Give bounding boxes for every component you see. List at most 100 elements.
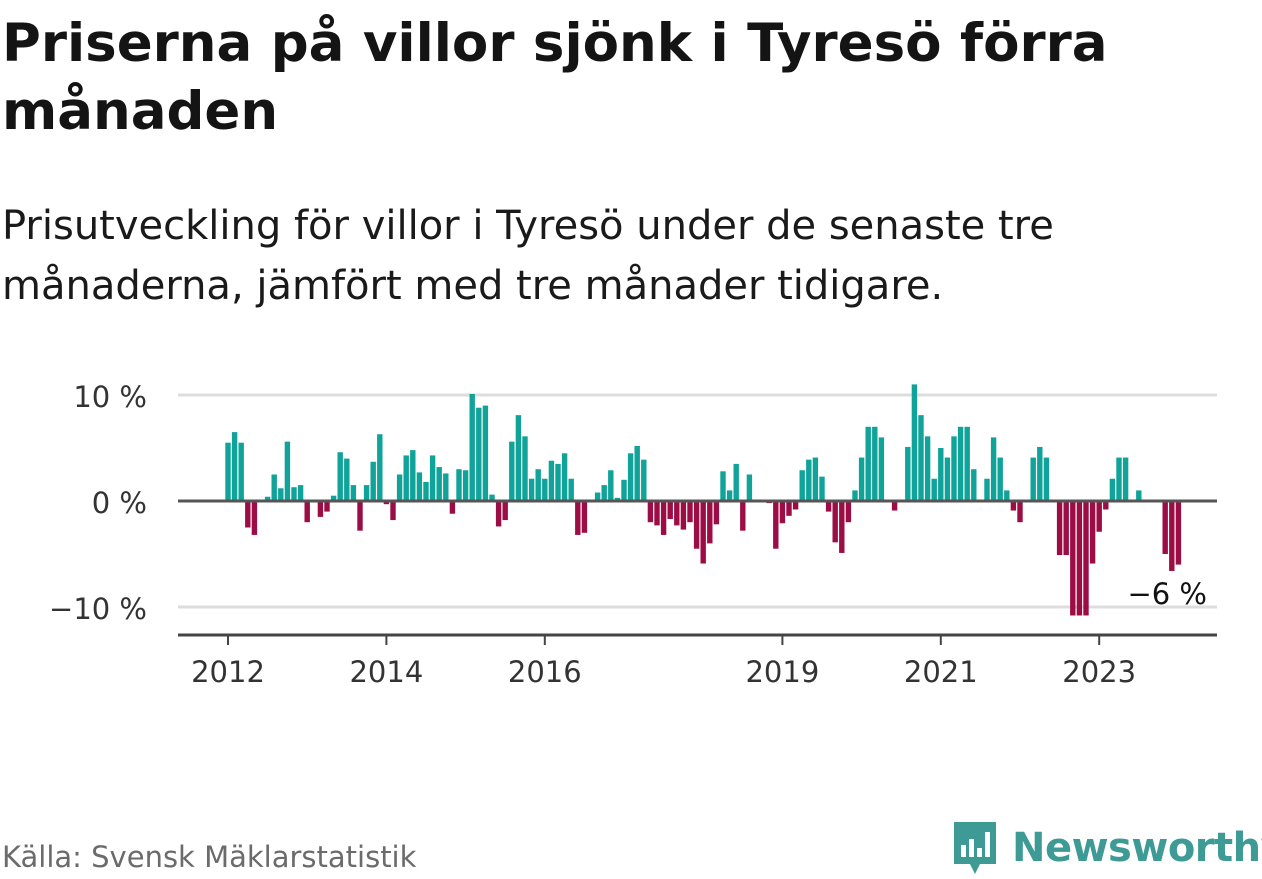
bar: [720, 471, 726, 501]
bar: [891, 501, 898, 511]
bar: [245, 501, 251, 528]
x-tick-label: 2023: [1062, 655, 1136, 689]
bar: [1109, 478, 1116, 501]
bar: [997, 457, 1003, 501]
bar: [284, 441, 291, 501]
bar: [396, 474, 403, 501]
bar: [1175, 501, 1182, 565]
axes: [178, 499, 1217, 645]
bar: [858, 457, 865, 501]
bar: [852, 490, 858, 501]
bar: [1004, 490, 1010, 501]
bar: [469, 393, 475, 501]
bar: [634, 445, 640, 501]
bar: [410, 450, 416, 501]
bar: [1162, 501, 1168, 554]
bar: [1089, 501, 1096, 564]
bar: [819, 476, 825, 501]
bar: [231, 432, 238, 501]
bar: [825, 501, 832, 512]
bar: [984, 478, 990, 501]
bar: [1116, 457, 1122, 501]
bar: [627, 453, 634, 501]
bar: [489, 494, 495, 501]
bar: [476, 407, 482, 501]
bar: [330, 495, 337, 501]
bar: [990, 437, 997, 501]
bar: [502, 501, 508, 521]
bar: [251, 501, 258, 535]
bar: [423, 481, 429, 501]
bar: [350, 485, 357, 501]
bar: [608, 470, 614, 501]
bar: [357, 501, 363, 531]
bar: [403, 455, 409, 501]
bar: [436, 467, 442, 501]
newsworthy-logo-text: Newsworthy: [1012, 825, 1262, 871]
bar: [845, 501, 852, 523]
bar: [1017, 501, 1023, 523]
bar: [621, 479, 627, 501]
bar: [535, 469, 541, 501]
bar: [713, 501, 720, 525]
x-tick-label: 2012: [191, 655, 265, 689]
bar: [568, 478, 574, 501]
bar: [931, 478, 937, 501]
y-tick-label: −10 %: [49, 592, 147, 626]
bar: [971, 469, 977, 501]
bar: [1103, 501, 1109, 510]
bar: [1083, 501, 1089, 616]
bar: [515, 415, 522, 501]
bar: [1037, 446, 1043, 501]
bar: [687, 501, 693, 523]
bar: [495, 501, 502, 527]
bar: [561, 453, 568, 501]
bar: [667, 501, 673, 520]
bar: [951, 436, 957, 501]
bar: [278, 488, 284, 501]
bar: [786, 501, 792, 516]
bar: [700, 501, 706, 564]
newsworthy-logo: Newsworthy: [950, 818, 1262, 878]
bar: [693, 501, 700, 549]
y-tick-label: 0 %: [92, 486, 147, 520]
bar: [542, 478, 548, 501]
bar: [660, 501, 667, 535]
bar: [726, 490, 733, 501]
bar: [1010, 501, 1017, 511]
bar: [746, 474, 753, 501]
bar: [324, 501, 330, 512]
bar: [416, 472, 423, 501]
bar: [1070, 501, 1076, 616]
bar: [548, 460, 555, 501]
bar: [964, 426, 970, 501]
bar: [429, 455, 436, 501]
bar: [449, 501, 456, 514]
bar: [443, 473, 449, 501]
bar: [377, 434, 383, 501]
bar: [456, 469, 462, 501]
y-tick-label: 10 %: [73, 380, 147, 414]
bar: [641, 459, 647, 501]
chart-title: Priserna på villor sjönk i Tyresö förra …: [2, 13, 1108, 142]
bar: [779, 501, 786, 524]
bar: [1043, 457, 1050, 501]
bar: [225, 442, 231, 501]
bar: [911, 384, 918, 501]
bar: [1169, 501, 1175, 571]
bar: [383, 501, 390, 505]
bar: [1056, 501, 1063, 556]
bar: [264, 496, 271, 501]
bar: [1096, 501, 1102, 532]
labels: 10 % 0 % −10 % 2012 2014 2016 2019 2021 2023 −6 %: [49, 380, 1207, 689]
x-tick-label: 2014: [349, 655, 423, 689]
x-tick-label: 2019: [745, 655, 819, 689]
bar: [482, 405, 489, 501]
bar: [707, 501, 713, 544]
bar: [1063, 501, 1069, 556]
bars: [225, 384, 1182, 616]
x-tick-label: 2021: [904, 655, 978, 689]
bar: [344, 458, 350, 501]
bar: [581, 501, 588, 533]
bar: [291, 487, 297, 501]
